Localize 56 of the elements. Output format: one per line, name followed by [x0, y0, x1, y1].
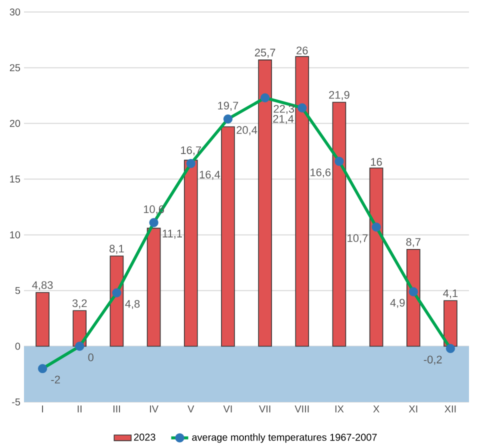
data-label: -2: [51, 376, 60, 384]
legend-label: 2023: [134, 434, 156, 441]
bar: [406, 248, 420, 347]
bar: [369, 168, 384, 347]
data-label: 3,2: [72, 299, 87, 308]
y-tick-label: 20: [10, 120, 20, 127]
x-tick-label: V: [188, 406, 194, 412]
x-tick-label: XI: [408, 406, 418, 412]
data-label: 16: [371, 158, 382, 166]
data-label: 19,7: [218, 102, 238, 111]
y-tick-label: -5: [12, 398, 20, 406]
data-label: 25,7: [254, 48, 276, 58]
data-label: -0,2: [424, 356, 442, 365]
bar: [184, 160, 198, 347]
data-label: 26: [296, 46, 308, 54]
y-tick-label: 30: [10, 8, 20, 16]
y-tick-label: 0: [15, 342, 20, 350]
y-tick-label: 15: [10, 176, 20, 183]
y-tick-label: 5: [15, 287, 20, 294]
data-label: 16,4: [200, 170, 220, 180]
x-tick-label: II: [78, 406, 82, 412]
bar: [146, 228, 161, 347]
bar: [258, 60, 272, 347]
bar: [295, 56, 310, 347]
data-label: 8,1: [110, 244, 124, 254]
bar: [36, 292, 50, 347]
bar: [110, 256, 124, 347]
x-tick-label: III: [113, 406, 120, 412]
x-tick-label: XII: [444, 406, 456, 412]
data-label: 4,9: [390, 298, 405, 308]
data-label: 22,3: [274, 104, 294, 114]
data-label: 16,6: [310, 168, 331, 178]
x-tick-label: VIII: [294, 406, 309, 412]
data-label: 4,83: [32, 281, 53, 290]
x-tick-label: I: [42, 406, 43, 412]
data-label: 20,4: [236, 126, 258, 136]
x-tick-label: X: [373, 406, 380, 412]
x-tick-label: IV: [150, 406, 158, 412]
legend-label: average monthly temperatures 1967-2007: [192, 433, 377, 443]
data-label: 16,7: [181, 146, 201, 156]
y-tick-label: 25: [10, 64, 20, 72]
data-label: 4,1: [443, 289, 458, 298]
data-label: 21,4: [273, 115, 294, 124]
data-label: 10,7: [348, 234, 368, 244]
x-tick-label: VI: [223, 406, 232, 412]
bar: [221, 126, 235, 347]
data-label: 21,9: [329, 91, 350, 100]
x-tick-label: IX: [335, 406, 344, 412]
bar: [444, 300, 458, 347]
bar: [332, 102, 346, 347]
y-tick-label: 10: [10, 231, 20, 238]
data-label: 11,1: [162, 230, 182, 239]
data-label: 4,8: [125, 300, 140, 310]
x-tick-label: VII: [259, 406, 270, 412]
data-label: 8,7: [406, 238, 420, 248]
data-label: 0: [88, 353, 94, 362]
